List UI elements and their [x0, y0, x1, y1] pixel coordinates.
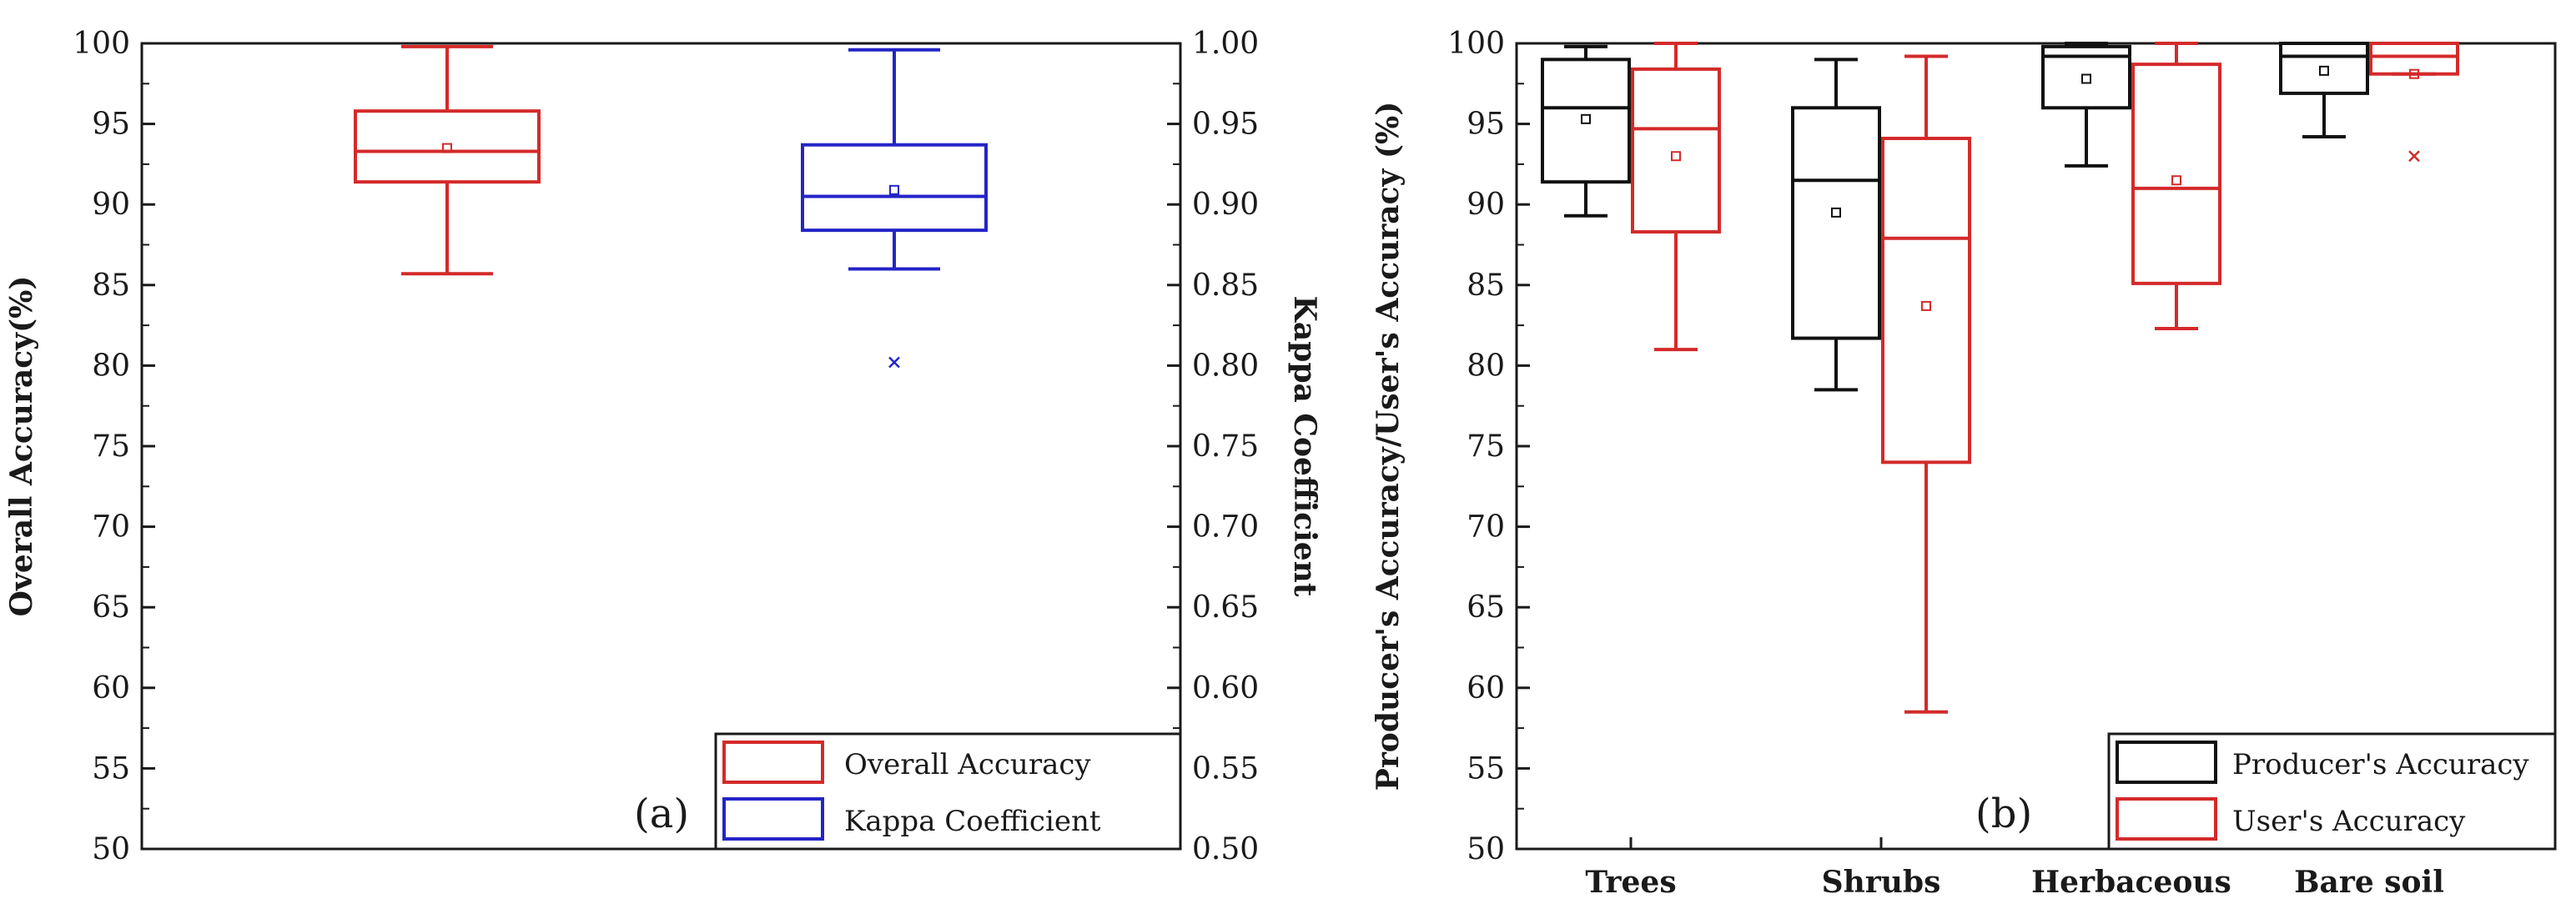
panel-a-label: (a) [634, 791, 689, 837]
tick-label: 0.70 [1192, 510, 1259, 545]
mean-marker [2171, 175, 2181, 186]
panel-b-ylabel: Producer's Accuracy/User's Accuracy (%) [1371, 102, 1406, 791]
tick-label: 0.90 [1192, 188, 1259, 222]
tick-label: 55 [1467, 751, 1505, 786]
tick-label: 0.80 [1192, 349, 1259, 383]
legend-label-overall-accuracy: Overall Accuracy [844, 748, 1091, 781]
iqr-box [1791, 106, 1881, 340]
tick-label: 90 [92, 188, 130, 222]
tick-label: 0.60 [1192, 671, 1259, 706]
tick-label: 85 [92, 269, 130, 303]
iqr-box [2131, 63, 2221, 285]
category-label: Shrubs [1822, 865, 1941, 900]
legend-swatch-overall-accuracy [722, 741, 824, 784]
panel-a-legend-frame [714, 732, 1182, 851]
mean-marker [2081, 73, 2091, 84]
panel-a-left-ticks: 100 95 90 85 80 75 70 65 60 55 50 [73, 27, 155, 866]
outlier-marker [2408, 150, 2420, 163]
tick-label: 0.85 [1192, 269, 1259, 303]
tick-label: 1.00 [1192, 27, 1259, 61]
iqr-box [2041, 44, 2131, 110]
tick-label: 0.50 [1192, 832, 1259, 866]
mean-marker [1671, 151, 1681, 162]
legend-swatch-producers-accuracy [2116, 741, 2217, 784]
box-users-trees [1631, 42, 1721, 352]
tick-label: 95 [1467, 108, 1505, 142]
box-producers-herbaceous [2041, 42, 2131, 168]
iqr-box [1631, 67, 1721, 234]
panel-b: 100 95 90 85 80 75 70 65 60 55 50 Trees Shrubs Herba… [1371, 27, 2557, 900]
tick-label: 100 [73, 27, 130, 61]
panel-a: 100 95 90 85 80 75 70 65 60 55 50 1.00 0.95 0.90 0.85… [4, 27, 1322, 866]
tick-label: 60 [92, 671, 130, 706]
box-users-shrubs [1881, 54, 1971, 714]
tick-label: 0.75 [1192, 429, 1259, 464]
tick-label: 70 [1467, 510, 1505, 545]
iqr-box [801, 143, 988, 233]
panel-a-legend: Overall Accuracy Kappa Coefficient [714, 732, 1182, 851]
box-users-herbaceous [2131, 42, 2221, 330]
box-users-bare-soil [2369, 42, 2459, 163]
tick-label: 85 [1467, 269, 1505, 303]
panel-a-ylabel-left: Overall Accuracy(%) [4, 276, 39, 617]
mean-marker [2409, 68, 2419, 79]
tick-label: 70 [92, 510, 130, 545]
legend-swatch-users-accuracy [2116, 797, 2217, 841]
iqr-box [2279, 42, 2369, 95]
panel-a-plot-frame [140, 42, 1182, 851]
panel-a-ylabel-right: Kappa Coefficient [1287, 296, 1322, 597]
box-kappa-coefficient [801, 48, 988, 369]
tick-label: 65 [1467, 590, 1505, 625]
tick-label: 0.65 [1192, 590, 1259, 625]
tick-label: 90 [1467, 188, 1505, 222]
tick-label: 0.55 [1192, 751, 1259, 786]
iqr-box [1541, 58, 1631, 184]
tick-label: 75 [92, 429, 130, 464]
mean-marker [1921, 300, 1931, 311]
category-label: Bare soil [2294, 865, 2444, 900]
panel-b-legend: Producer's Accuracy User's Accuracy [2107, 732, 2557, 851]
tick-label: 65 [92, 590, 130, 625]
tick-label: 100 [1447, 27, 1505, 61]
tick-label: 50 [92, 832, 130, 866]
panel-b-label: (b) [1975, 791, 2032, 837]
iqr-box [354, 109, 541, 184]
mean-marker [1581, 113, 1591, 124]
outlier-marker [888, 356, 900, 369]
iqr-box [1881, 136, 1971, 465]
legend-swatch-kappa-coefficient [722, 797, 824, 841]
tick-label: 95 [92, 108, 130, 142]
tick-label: 50 [1467, 832, 1505, 866]
panel-b-left-ticks: 100 95 90 85 80 75 70 65 60 55 50 [1447, 27, 1530, 866]
tick-label: 75 [1467, 429, 1505, 464]
tick-label: 0.95 [1192, 108, 1259, 142]
tick-label: 80 [92, 349, 130, 383]
mean-marker [1831, 207, 1841, 218]
box-producers-trees [1541, 44, 1631, 218]
legend-label-kappa-coefficient: Kappa Coefficient [844, 805, 1101, 838]
panel-b-legend-frame [2107, 732, 2557, 851]
panel-b-boxes [1541, 42, 2459, 714]
legend-label-producers-accuracy: Producer's Accuracy [2232, 748, 2529, 781]
category-label: Herbaceous [2031, 865, 2231, 900]
box-producers-shrubs [1791, 58, 1881, 392]
mean-marker [889, 184, 899, 195]
box-producers-bare-soil [2279, 42, 2369, 139]
box-overall-accuracy [354, 44, 541, 276]
tick-label: 80 [1467, 349, 1505, 383]
panel-a-boxes [354, 44, 988, 369]
tick-label: 60 [1467, 671, 1505, 706]
iqr-box [2369, 42, 2459, 76]
panel-a-right-ticks: 1.00 0.95 0.90 0.85 0.80 0.75 0.70 0.65 0.60 0.55… [1167, 27, 1259, 866]
mean-marker [442, 143, 452, 153]
category-label: Trees [1585, 865, 1676, 900]
panel-b-category-ticks: Trees Shrubs Herbaceous Bare soil [1585, 837, 2444, 900]
mean-marker [2319, 65, 2329, 76]
tick-label: 55 [92, 751, 130, 786]
legend-label-users-accuracy: User's Accuracy [2232, 805, 2466, 838]
panel-b-plot-frame [1515, 42, 2557, 851]
